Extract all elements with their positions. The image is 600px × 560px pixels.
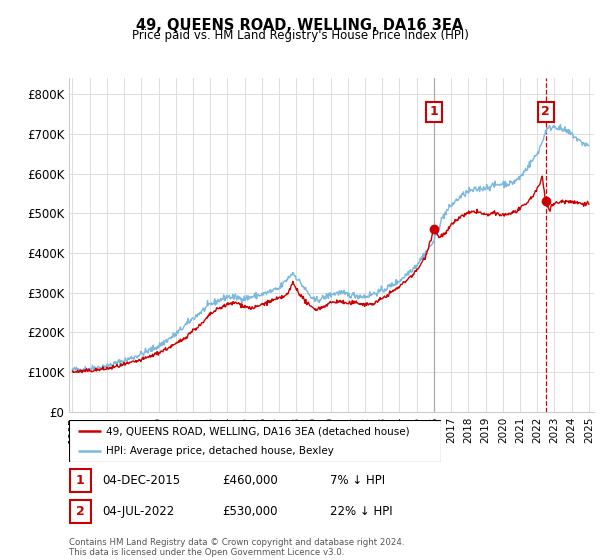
Text: 22% ↓ HPI: 22% ↓ HPI: [330, 505, 392, 518]
Text: 2: 2: [541, 105, 550, 118]
Text: Contains HM Land Registry data © Crown copyright and database right 2024.
This d: Contains HM Land Registry data © Crown c…: [69, 538, 404, 557]
Text: 49, QUEENS ROAD, WELLING, DA16 3EA: 49, QUEENS ROAD, WELLING, DA16 3EA: [136, 18, 464, 33]
Text: 2: 2: [76, 505, 85, 518]
Bar: [70, 469, 91, 492]
Text: £530,000: £530,000: [222, 505, 277, 518]
Text: 1: 1: [76, 474, 85, 487]
Text: £460,000: £460,000: [222, 474, 278, 487]
Text: 1: 1: [430, 105, 438, 118]
Text: 04-DEC-2015: 04-DEC-2015: [102, 474, 180, 487]
Text: 04-JUL-2022: 04-JUL-2022: [102, 505, 174, 518]
Bar: [70, 500, 91, 522]
Text: 49, QUEENS ROAD, WELLING, DA16 3EA (detached house): 49, QUEENS ROAD, WELLING, DA16 3EA (deta…: [106, 426, 410, 436]
Text: 7% ↓ HPI: 7% ↓ HPI: [330, 474, 385, 487]
Text: HPI: Average price, detached house, Bexley: HPI: Average price, detached house, Bexl…: [106, 446, 334, 456]
Text: Price paid vs. HM Land Registry's House Price Index (HPI): Price paid vs. HM Land Registry's House …: [131, 29, 469, 42]
